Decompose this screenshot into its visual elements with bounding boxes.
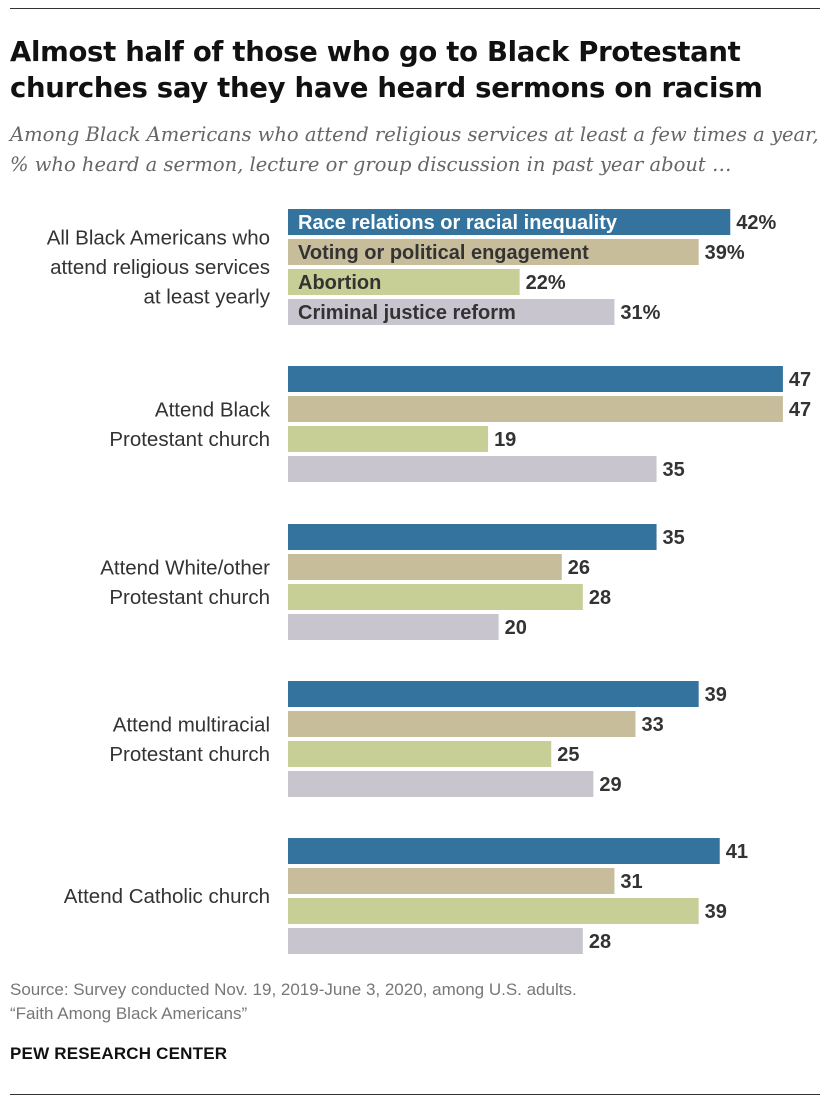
bar [288, 209, 731, 235]
bar [288, 269, 520, 295]
bar [288, 898, 699, 924]
data-label: 42% [736, 212, 776, 234]
data-label: 41 [726, 841, 748, 863]
data-label: 47 [789, 399, 811, 421]
bar [288, 928, 583, 954]
bar [288, 524, 657, 550]
series-label: Race relations or racial inequality [298, 212, 618, 234]
category-label: attend religious services [50, 256, 270, 279]
category-label: Protestant church [109, 743, 270, 766]
series-label: Abortion [298, 272, 381, 294]
category-label: Attend Catholic church [64, 885, 270, 908]
data-label: 39 [705, 684, 727, 706]
bar [288, 366, 783, 392]
bar [288, 681, 699, 707]
series-label: Voting or political engagement [298, 242, 589, 264]
chart-subtitle: Among Black Americans who attend religio… [10, 123, 819, 176]
bar [288, 711, 636, 737]
data-label: 35 [663, 527, 685, 549]
bar [288, 456, 657, 482]
bar [288, 838, 720, 864]
data-label: 39% [705, 242, 745, 264]
bar [288, 771, 594, 797]
top-rule [10, 8, 820, 9]
bar [288, 426, 489, 452]
data-label: 31% [620, 302, 660, 324]
source-note: Source: Survey conducted Nov. 19, 2019-J… [10, 980, 577, 999]
data-label: 39 [705, 901, 727, 923]
bar [288, 584, 583, 610]
data-label: 28 [589, 931, 611, 953]
bar [288, 741, 552, 767]
category-label: Attend White/other [100, 556, 270, 579]
brand-logo-text: PEW RESEARCH CENTER [10, 1044, 228, 1063]
data-label: 26 [568, 557, 590, 579]
data-label: 47 [789, 369, 811, 391]
bar [288, 868, 615, 894]
report-title-note: “Faith Among Black Americans” [10, 1004, 248, 1023]
data-label: 29 [599, 774, 621, 796]
data-label: 28 [589, 587, 611, 609]
bar [288, 396, 783, 422]
bar [288, 239, 699, 265]
category-label: Protestant church [109, 428, 270, 451]
category-label: Attend multiracial [113, 713, 270, 736]
bar [288, 614, 499, 640]
bar [288, 554, 562, 580]
data-label: 33 [641, 714, 663, 736]
category-label: Attend Black [155, 398, 271, 421]
data-label: 19 [494, 429, 516, 451]
data-label: 31 [620, 871, 642, 893]
data-label: 20 [505, 617, 527, 639]
category-label: at least yearly [144, 286, 271, 309]
category-label: Protestant church [109, 586, 270, 609]
bottom-rule [10, 1094, 820, 1095]
data-label: 35 [663, 459, 685, 481]
category-label: All Black Americans who [47, 227, 270, 250]
series-label: Criminal justice reform [298, 302, 516, 324]
data-label: 25 [557, 744, 579, 766]
chart-title: Almost half of those who go to Black Pro… [10, 36, 763, 104]
data-label: 22% [526, 272, 566, 294]
bar [288, 299, 615, 325]
